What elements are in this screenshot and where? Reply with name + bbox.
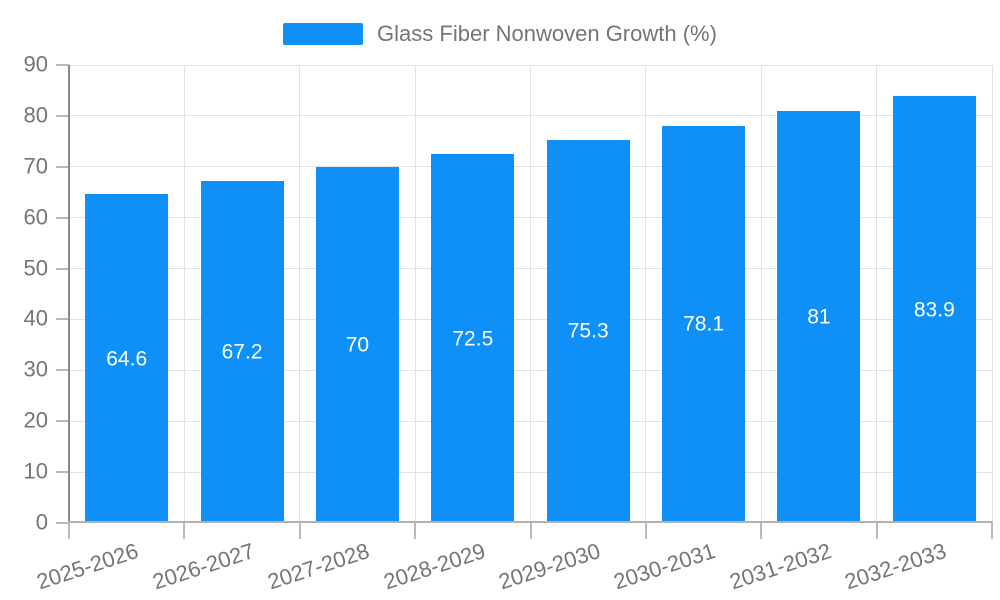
x-axis-tick bbox=[875, 522, 878, 539]
y-axis-tick bbox=[56, 420, 69, 423]
legend-swatch bbox=[283, 23, 364, 45]
bar-value-label: 67.2 bbox=[221, 340, 263, 364]
y-axis-tick bbox=[56, 114, 69, 117]
x-axis-tick-label: 2025-2026 bbox=[34, 538, 142, 595]
y-axis-line bbox=[68, 65, 70, 523]
y-axis-tick-label: 0 bbox=[35, 509, 48, 535]
legend-label: Glass Fiber Nonwoven Growth (%) bbox=[377, 21, 717, 46]
y-axis-tick-label: 70 bbox=[23, 153, 48, 179]
bar-value-label: 70 bbox=[345, 333, 370, 357]
bar[interactable] bbox=[892, 96, 976, 523]
bar[interactable] bbox=[777, 110, 861, 523]
x-axis-tick bbox=[183, 522, 186, 539]
x-gridline bbox=[645, 65, 647, 523]
y-axis-tick-label: 40 bbox=[23, 305, 48, 331]
bar-value-label: 78.1 bbox=[683, 312, 724, 336]
y-axis-tick-label: 20 bbox=[23, 407, 48, 433]
x-gridline bbox=[414, 65, 416, 523]
y-axis-tick bbox=[56, 267, 69, 270]
x-axis-tick-label: 2028-2029 bbox=[380, 538, 488, 595]
bar-value-label: 64.6 bbox=[106, 347, 148, 371]
y-axis-tick bbox=[56, 165, 69, 168]
plot-area: 0 10 20 30 40 50 60 70 80 90 64.6 2025-2026 67.2 2026… bbox=[24, 53, 993, 594]
x-axis-tick bbox=[68, 522, 70, 539]
y-axis-tick-label: 10 bbox=[23, 458, 48, 484]
x-axis-tick-label: 2026-2027 bbox=[149, 538, 258, 595]
y-axis-tick bbox=[56, 522, 69, 524]
bar-value-label: 72.5 bbox=[452, 327, 494, 351]
y-axis-tick bbox=[56, 318, 69, 321]
bar[interactable] bbox=[85, 194, 169, 523]
x-axis-tick-label: 2032-2033 bbox=[841, 538, 950, 595]
x-axis-tick bbox=[298, 522, 301, 539]
y-axis-tick bbox=[56, 216, 69, 219]
x-gridline bbox=[183, 65, 185, 523]
bar[interactable] bbox=[431, 154, 515, 523]
x-axis-tick-label: 2029-2030 bbox=[495, 538, 604, 595]
x-axis-tick-label: 2030-2031 bbox=[610, 538, 719, 595]
y-axis-tick-label: 50 bbox=[23, 255, 48, 281]
y-axis-tick-label: 60 bbox=[23, 204, 48, 230]
bar-value-label: 81 bbox=[807, 305, 831, 329]
legend[interactable]: Glass Fiber Nonwoven Growth (%) bbox=[0, 12, 1000, 56]
bar-value-label: 83.9 bbox=[913, 298, 955, 322]
x-axis-tick-label: 2031-2032 bbox=[726, 538, 835, 595]
x-axis-tick bbox=[644, 522, 647, 539]
x-gridline bbox=[760, 65, 762, 523]
y-axis-tick bbox=[56, 471, 69, 474]
x-gridline bbox=[991, 65, 993, 523]
y-axis-tick-label: 30 bbox=[23, 356, 48, 382]
x-axis-tick bbox=[529, 522, 532, 539]
y-axis-tick-label: 90 bbox=[23, 51, 48, 77]
x-axis-line bbox=[68, 521, 992, 523]
x-gridline bbox=[876, 65, 878, 523]
bar[interactable] bbox=[546, 139, 630, 523]
y-axis-tick bbox=[56, 64, 69, 66]
x-gridline bbox=[530, 65, 531, 523]
bar-value-label: 75.3 bbox=[567, 319, 609, 343]
y-axis-tick bbox=[56, 369, 69, 372]
x-axis-tick-label: 2027-2028 bbox=[264, 538, 373, 595]
x-axis-tick bbox=[760, 522, 763, 539]
y-axis-tick-label: 80 bbox=[23, 102, 48, 128]
bar[interactable] bbox=[662, 125, 746, 523]
x-gridline bbox=[299, 65, 301, 523]
x-axis-tick bbox=[414, 522, 417, 539]
bar[interactable] bbox=[315, 166, 399, 523]
bar[interactable] bbox=[200, 181, 284, 523]
x-axis-tick bbox=[991, 522, 993, 539]
